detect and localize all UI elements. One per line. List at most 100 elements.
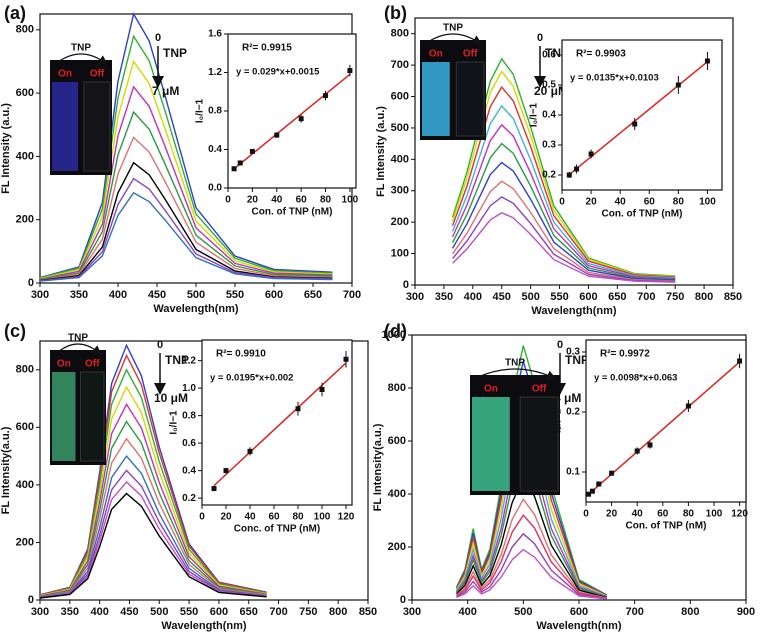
data-point — [632, 121, 638, 127]
spectrum-line — [39, 177, 333, 282]
data-point — [737, 358, 743, 364]
spectrum-line — [39, 480, 267, 599]
x-axis-label: Conc. of TNP (nM) — [234, 524, 320, 535]
panel-label: (a) — [4, 3, 26, 23]
x-tick-label: 700 — [625, 606, 643, 618]
spectrum-line — [451, 70, 676, 278]
y-tick-label: 0.8 — [182, 410, 196, 421]
inset-frame — [585, 339, 747, 503]
spectrum-line — [39, 191, 333, 282]
x-tick-label: 100 — [699, 197, 716, 208]
data-point — [647, 442, 653, 448]
y-tick-label: 600 — [16, 87, 34, 99]
y-tick-label: 0 — [28, 277, 34, 289]
x-tick-label: 100 — [342, 195, 359, 206]
x-tick-label: 900 — [737, 606, 755, 618]
x-tick-label: 850 — [724, 291, 742, 303]
photo-on-label: On — [57, 359, 71, 370]
x-tick-label: 80 — [673, 197, 685, 208]
y-tick-label: 800 — [16, 364, 34, 376]
y-tick-label: 1.2 — [182, 355, 196, 366]
panel-label: (d) — [384, 321, 407, 341]
y-tick-label: 600 — [16, 421, 34, 433]
x-tick-label: 0 — [559, 197, 565, 208]
x-tick-label: 450 — [493, 291, 511, 303]
photo-off-label: Off — [85, 359, 100, 370]
photo-arrow — [477, 368, 557, 380]
data-point — [211, 486, 217, 491]
arrow-end-label: 10 μM — [154, 391, 188, 405]
x-tick-label: 0 — [583, 509, 589, 520]
arrow-reagent-label: TNP — [565, 353, 589, 367]
data-point — [295, 406, 301, 412]
data-point — [237, 160, 243, 166]
fit-line — [213, 362, 347, 487]
y-tick-label: 0.4 — [542, 110, 556, 121]
photo-arrow — [427, 33, 483, 45]
spectrum-line — [451, 123, 676, 280]
cuvette-off — [83, 81, 111, 172]
y-tick-label: 0.8 — [208, 106, 222, 117]
data-point — [609, 470, 615, 476]
x-tick-label: 700 — [637, 291, 655, 303]
x-tick-label: 650 — [304, 289, 322, 301]
spectrum-line — [451, 142, 676, 280]
x-tick-label: 600 — [570, 606, 588, 618]
r-squared: R²= 0.9972 — [600, 349, 650, 360]
inset-frame — [201, 339, 353, 506]
y-tick-label: 0.2 — [566, 407, 580, 418]
x-tick-label: 300 — [403, 606, 421, 618]
x-tick-label: 800 — [329, 606, 347, 618]
photo-off-label: Off — [463, 49, 478, 60]
data-point — [323, 93, 329, 99]
x-tick-label: 40 — [615, 197, 627, 208]
x-tick-label: 850 — [359, 606, 377, 618]
y-tick-label: 600 — [388, 435, 406, 447]
spectrum-line — [39, 492, 267, 599]
spectrum-line — [451, 104, 676, 279]
y-tick-label: 200 — [16, 214, 34, 226]
x-axis-label: Con. of TNP (nM) — [626, 521, 707, 532]
y-axis-label: I₀/I−1 — [195, 98, 206, 123]
fit-equation: y = 0.029*x+0.0015 — [236, 67, 320, 78]
y-tick-label: 1.0 — [182, 383, 196, 394]
x-tick-label: 750 — [299, 606, 317, 618]
y-tick-label: 100 — [391, 247, 409, 259]
data-point — [319, 387, 325, 392]
photo-arrow — [57, 53, 108, 65]
y-tick-label: 0.5 — [542, 80, 556, 91]
spectrum-line — [39, 437, 267, 598]
spectrum-line — [39, 110, 333, 281]
spectrum-line — [451, 161, 676, 281]
x-axis-label: Wavelength(nm) — [531, 305, 616, 317]
y-tick-label: 0.0 — [208, 183, 222, 194]
data-point — [249, 148, 255, 154]
y-tick-label: 800 — [388, 382, 406, 394]
x-tick-label: 750 — [666, 291, 684, 303]
y-axis-label: FL Intensity (a.u.) — [375, 106, 387, 197]
photo-on-label: On — [484, 384, 498, 395]
y-tick-label: 0.6 — [542, 50, 556, 61]
x-tick-label: 0 — [199, 512, 205, 523]
y-tick-label: 1.2 — [208, 67, 222, 78]
x-tick-label: 120 — [731, 509, 748, 520]
y-tick-label: 0.4 — [182, 465, 196, 476]
spectrum-line — [455, 455, 608, 598]
panel-label: (b) — [384, 3, 407, 23]
x-tick-label: 40 — [632, 509, 644, 520]
fit-equation: y = 0.0098*x+0.063 — [594, 373, 677, 384]
x-axis-label: Con. of TNP (nM) — [602, 209, 683, 220]
r-squared: R²= 0.9903 — [576, 49, 626, 60]
x-tick-label: 450 — [148, 289, 166, 301]
x-tick-label: 60 — [268, 512, 280, 523]
cuvette-on — [422, 62, 450, 136]
photo-reagent-label: TNP — [68, 333, 88, 344]
x-tick-label: 500 — [187, 289, 205, 301]
spectrum-line — [452, 180, 676, 282]
data-point — [343, 356, 349, 362]
x-tick-label: 400 — [109, 289, 127, 301]
y-tick-label: 0.3 — [566, 347, 580, 358]
x-tick-label: 350 — [61, 606, 79, 618]
x-tick-label: 300 — [31, 289, 49, 301]
x-tick-label: 600 — [210, 606, 228, 618]
